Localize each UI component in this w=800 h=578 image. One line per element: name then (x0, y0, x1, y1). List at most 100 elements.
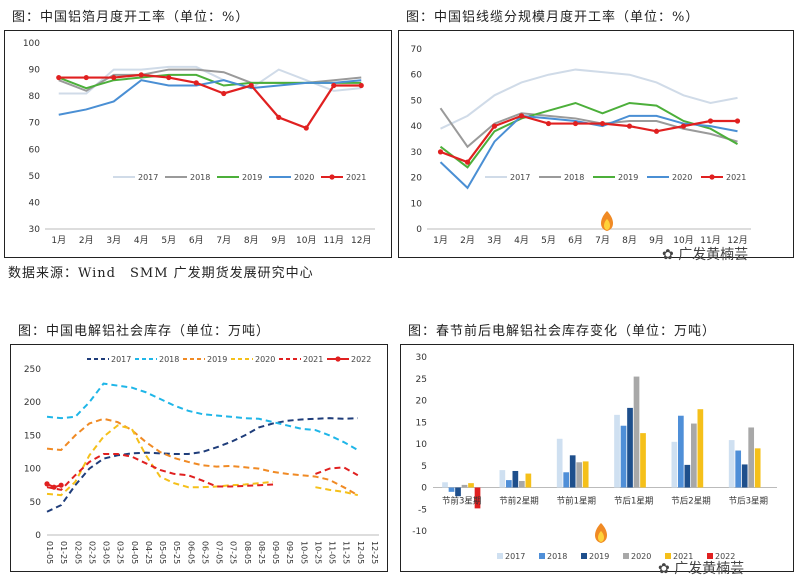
x-tick-label: 10月 (673, 235, 693, 246)
y-tick-label: -5 (418, 505, 427, 515)
data-point-2021 (248, 82, 254, 89)
data-point-2022 (51, 484, 57, 490)
x-tick-label: 4月 (134, 235, 149, 246)
legend-marker-2021 (329, 174, 335, 180)
legend-marker-2022 (335, 356, 341, 362)
bar-2018 (735, 450, 742, 488)
bar-2021 (640, 433, 646, 488)
legend-label-2019: 2019 (242, 173, 262, 182)
x-tick-label: 08-05 (243, 541, 252, 564)
bar-2021 (468, 483, 474, 488)
x-tick-label: 03-25 (116, 541, 125, 564)
data-point-2022 (58, 482, 64, 488)
series-line-2021 (440, 114, 738, 164)
y-tick-label: 15 (416, 418, 427, 428)
x-tick-label: 07-05 (215, 541, 224, 564)
legend-label-2018: 2018 (190, 173, 210, 182)
watermark-label: 广发黄楠芸 (674, 561, 745, 577)
x-tick-label: 11月 (324, 235, 344, 246)
legend-label-2019: 2019 (618, 173, 638, 182)
bar-2020 (519, 480, 525, 488)
data-point-2021 (734, 118, 741, 124)
legend-swatch-2018 (539, 553, 545, 559)
y-tick-label: 70 (411, 45, 423, 55)
legend-label-2017: 2017 (505, 552, 525, 561)
legend-label-2021: 2021 (303, 355, 323, 364)
series-line-2019 (439, 101, 738, 169)
data-point-2021 (437, 149, 444, 155)
y-tick-label: 30 (411, 148, 423, 158)
bar-2019 (512, 470, 519, 488)
x-tick-label: 节后3星期 (729, 496, 768, 507)
data-point-2021 (680, 123, 687, 129)
legend-swatch-2021 (665, 553, 671, 559)
flame-icon (604, 219, 610, 230)
series-line-2018 (439, 107, 738, 149)
watermark-label: 广发黄楠芸 (678, 247, 749, 263)
bar-2017 (556, 438, 563, 488)
wire-chart-frame: 0 10 20 30 40 50 60 70 1月 2月 3月 4月 5月 6月 7月 8月 9月 10月 11月 1… (398, 30, 794, 258)
foil-chart-title: 图：中国铝箔月度开工率（单位：%） (12, 10, 250, 25)
x-tick-label: 02-25 (87, 541, 96, 564)
x-tick-label: 06-05 (186, 541, 195, 564)
legend-label-2021: 2021 (673, 552, 693, 561)
y-tick-label: 200 (24, 398, 41, 408)
series-line-2020 (58, 79, 362, 116)
legend-label-2018: 2018 (547, 552, 567, 561)
data-point-2021 (111, 74, 117, 81)
bar-2020 (576, 462, 583, 488)
x-tick-label: 02-05 (73, 541, 82, 564)
series-line-2020 (46, 424, 274, 497)
y-tick-label: 30 (29, 225, 41, 235)
data-point-2021 (193, 80, 199, 86)
legend-label-2020: 2020 (255, 355, 275, 364)
data-point-2021 (331, 82, 337, 89)
x-tick-label: 节前1星期 (557, 496, 596, 507)
bar-2021 (525, 473, 532, 488)
stock-chart-frame: 0 50 100 150 200 250 01-05 01-25 02-05 02-25 03-05… (10, 344, 388, 572)
y-tick-label: 25 (416, 375, 427, 385)
data-point-2021 (276, 114, 282, 120)
watermark-top: ✿ 广发黄楠芸 (662, 244, 748, 264)
x-tick-label: 09-25 (285, 541, 294, 564)
series-line-2021 (315, 466, 359, 477)
legend-label-2020: 2020 (672, 173, 692, 182)
x-tick-label: 1月 (51, 235, 66, 246)
y-tick-label: 0 (421, 484, 427, 494)
foil-chart-svg: 30 40 50 60 70 80 90 100 1月 2月 3月 4月 5月 6月 7月 8月 9月 10月 11… (23, 39, 375, 246)
data-point-2021 (138, 72, 144, 78)
x-tick-label: 10-25 (313, 541, 322, 564)
data-point-2021 (545, 120, 552, 127)
legend-marker-2021 (709, 174, 715, 180)
x-tick-label: 6月 (189, 235, 204, 246)
y-tick-label: 90 (29, 66, 41, 76)
y-tick-label: 0 (35, 531, 41, 541)
x-tick-label: 4月 (514, 235, 529, 246)
y-tick-label: 50 (29, 172, 41, 182)
bar-2018 (506, 480, 512, 488)
data-source-note: 数据来源：Wind SMM 广发期货发展研究中心 (8, 266, 314, 281)
bar-2017 (442, 482, 448, 488)
bar-2018 (563, 472, 570, 488)
y-tick-label: 100 (23, 39, 40, 49)
x-tick-label: 05-05 (158, 541, 167, 564)
bar-2018 (620, 425, 627, 488)
bar-2017 (614, 414, 620, 488)
x-tick-label: 节后1星期 (614, 496, 653, 507)
data-point-2021 (464, 159, 471, 165)
bar-2021 (697, 409, 704, 488)
stock-chart-panel: 图：中国电解铝社会库存（单位：万吨） 0 50 100 150 200 250 01-05 0… (10, 320, 388, 572)
y-tick-label: -10 (412, 527, 427, 537)
y-tick-label: 10 (416, 440, 428, 450)
y-tick-label: 150 (24, 431, 41, 441)
x-tick-label: 9月 (649, 235, 664, 246)
data-point-2021 (56, 74, 62, 81)
legend-label-2018: 2018 (159, 355, 179, 364)
x-tick-label: 10月 (296, 235, 316, 246)
y-tick-label: 0 (416, 225, 422, 235)
x-tick-label: 03-05 (102, 541, 111, 564)
flame-icon (598, 531, 604, 542)
x-tick-label: 09-05 (271, 541, 280, 564)
legend-label-2019: 2019 (589, 552, 609, 561)
data-point-2021 (626, 123, 633, 129)
